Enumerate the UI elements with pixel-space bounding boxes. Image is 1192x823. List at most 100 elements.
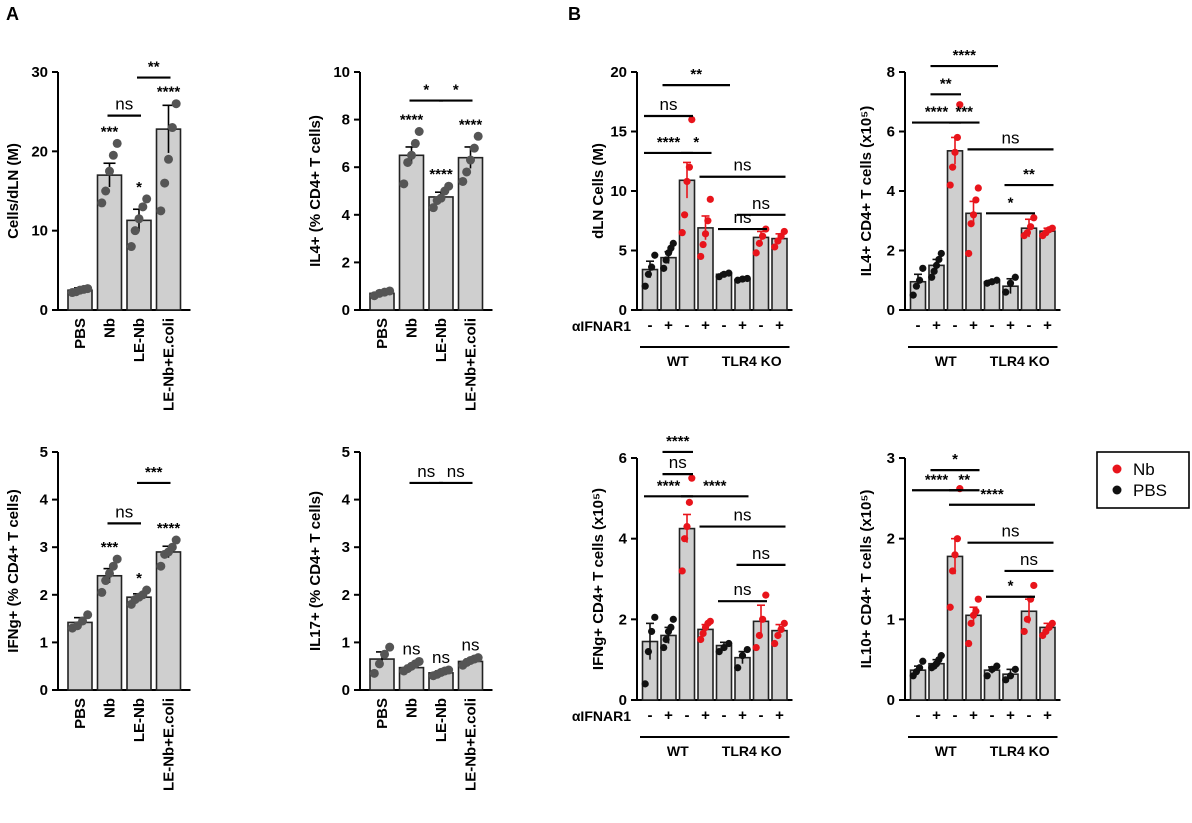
data-point bbox=[965, 249, 973, 258]
data-point bbox=[101, 186, 111, 196]
data-point bbox=[759, 615, 767, 623]
data-point bbox=[969, 211, 978, 219]
treatment-row-label: αIFNAR1 bbox=[572, 708, 631, 724]
bar bbox=[67, 621, 93, 691]
bar bbox=[946, 150, 964, 311]
x-category-label: PBS bbox=[72, 318, 89, 349]
chart-il17-percent: 0 1 2 3 4 5 IL17+ (% CD4+ T cells) PBS ns Nb ns LE-… bbox=[307, 444, 493, 791]
y-tick-label: 2 bbox=[40, 587, 48, 604]
y-tick-label: 4 bbox=[40, 492, 49, 509]
data-point bbox=[953, 535, 962, 543]
x-category-label: + bbox=[969, 707, 978, 724]
data-point bbox=[669, 615, 677, 623]
y-tick-label: 0 bbox=[619, 692, 627, 709]
y-tick-label: 3 bbox=[40, 539, 48, 556]
data-point bbox=[1048, 619, 1056, 627]
data-point bbox=[946, 603, 954, 611]
data-point bbox=[1023, 229, 1031, 237]
data-point bbox=[428, 203, 438, 213]
comparison-label: ns bbox=[115, 95, 133, 114]
data-point bbox=[130, 226, 140, 236]
comparison-label: * bbox=[1008, 578, 1014, 595]
comparison-label: ** bbox=[690, 66, 702, 83]
data-point bbox=[403, 157, 413, 167]
x-category-label: LE-Nb bbox=[433, 318, 450, 362]
data-point bbox=[164, 154, 173, 164]
comparison-label: ns bbox=[447, 462, 465, 481]
data-point bbox=[167, 123, 177, 133]
data-point bbox=[681, 535, 689, 543]
comparison-label: **** bbox=[925, 471, 949, 488]
x-category-label: + bbox=[701, 707, 710, 724]
data-point bbox=[734, 664, 742, 672]
x-category-label: LE-Nb+E.coli bbox=[161, 698, 178, 791]
data-point bbox=[667, 623, 675, 632]
data-point bbox=[953, 133, 962, 142]
bar bbox=[1039, 230, 1056, 311]
data-point bbox=[385, 286, 395, 296]
x-category-label: - bbox=[1027, 317, 1032, 334]
data-point bbox=[156, 561, 166, 571]
x-category-label: - bbox=[953, 317, 958, 334]
x-category-label: LE-Nb+E.coli bbox=[161, 318, 178, 411]
legend-pbs-label: PBS bbox=[1133, 481, 1167, 500]
significance-label: ns bbox=[432, 648, 450, 667]
comparison-label: ** bbox=[958, 471, 970, 488]
x-category-label: - bbox=[990, 317, 995, 334]
y-tick-label: 2 bbox=[619, 611, 627, 628]
comparison-label: **** bbox=[666, 433, 690, 450]
data-point bbox=[951, 148, 959, 156]
x-category-label: + bbox=[775, 707, 784, 724]
data-point bbox=[112, 138, 122, 148]
data-point bbox=[678, 229, 686, 237]
data-point bbox=[385, 642, 395, 652]
data-point bbox=[1023, 615, 1031, 623]
x-category-label: + bbox=[1043, 707, 1052, 724]
comparison-label: ** bbox=[940, 75, 952, 92]
data-point bbox=[78, 616, 88, 626]
y-tick-label: 3 bbox=[887, 450, 895, 467]
data-point bbox=[932, 261, 941, 269]
data-point bbox=[1030, 581, 1038, 590]
x-category-label: + bbox=[701, 317, 710, 334]
bar bbox=[734, 278, 751, 311]
comparison-label: *** bbox=[955, 104, 973, 121]
y-axis-title: Cells/dLN (M) bbox=[5, 143, 22, 239]
data-point bbox=[167, 542, 177, 552]
x-category-label: Nb bbox=[404, 318, 421, 338]
legend-box bbox=[1096, 451, 1190, 509]
data-point bbox=[930, 267, 938, 275]
x-category-label: + bbox=[775, 317, 784, 334]
data-point bbox=[651, 251, 659, 259]
y-tick-label: 1 bbox=[40, 634, 48, 651]
data-point bbox=[134, 214, 144, 224]
data-point bbox=[752, 249, 760, 257]
data-point bbox=[108, 150, 118, 160]
significance-label: ns bbox=[462, 636, 480, 655]
data-point bbox=[662, 256, 670, 264]
data-point bbox=[380, 649, 390, 659]
data-point bbox=[1027, 223, 1035, 231]
data-point bbox=[156, 206, 166, 216]
data-point bbox=[771, 639, 779, 648]
y-tick-label: 3 bbox=[342, 539, 350, 556]
comparison-label: * bbox=[1008, 194, 1014, 211]
significance-label: * bbox=[136, 179, 142, 196]
data-point bbox=[972, 607, 980, 615]
comparison-label: ns bbox=[115, 502, 133, 521]
data-point bbox=[1006, 672, 1015, 680]
legend-nb-label: Nb bbox=[1133, 460, 1155, 479]
data-point bbox=[651, 613, 659, 621]
data-point bbox=[660, 643, 668, 652]
data-point bbox=[912, 282, 921, 290]
y-tick-label: 15 bbox=[610, 124, 627, 141]
data-point bbox=[725, 269, 733, 277]
y-axis-title: dLN Cells (M) bbox=[590, 143, 607, 239]
data-point bbox=[916, 276, 924, 284]
data-point bbox=[946, 181, 954, 189]
significance-label: **** bbox=[459, 116, 483, 133]
data-point bbox=[171, 99, 181, 109]
bar bbox=[678, 179, 696, 311]
data-point bbox=[142, 585, 152, 595]
